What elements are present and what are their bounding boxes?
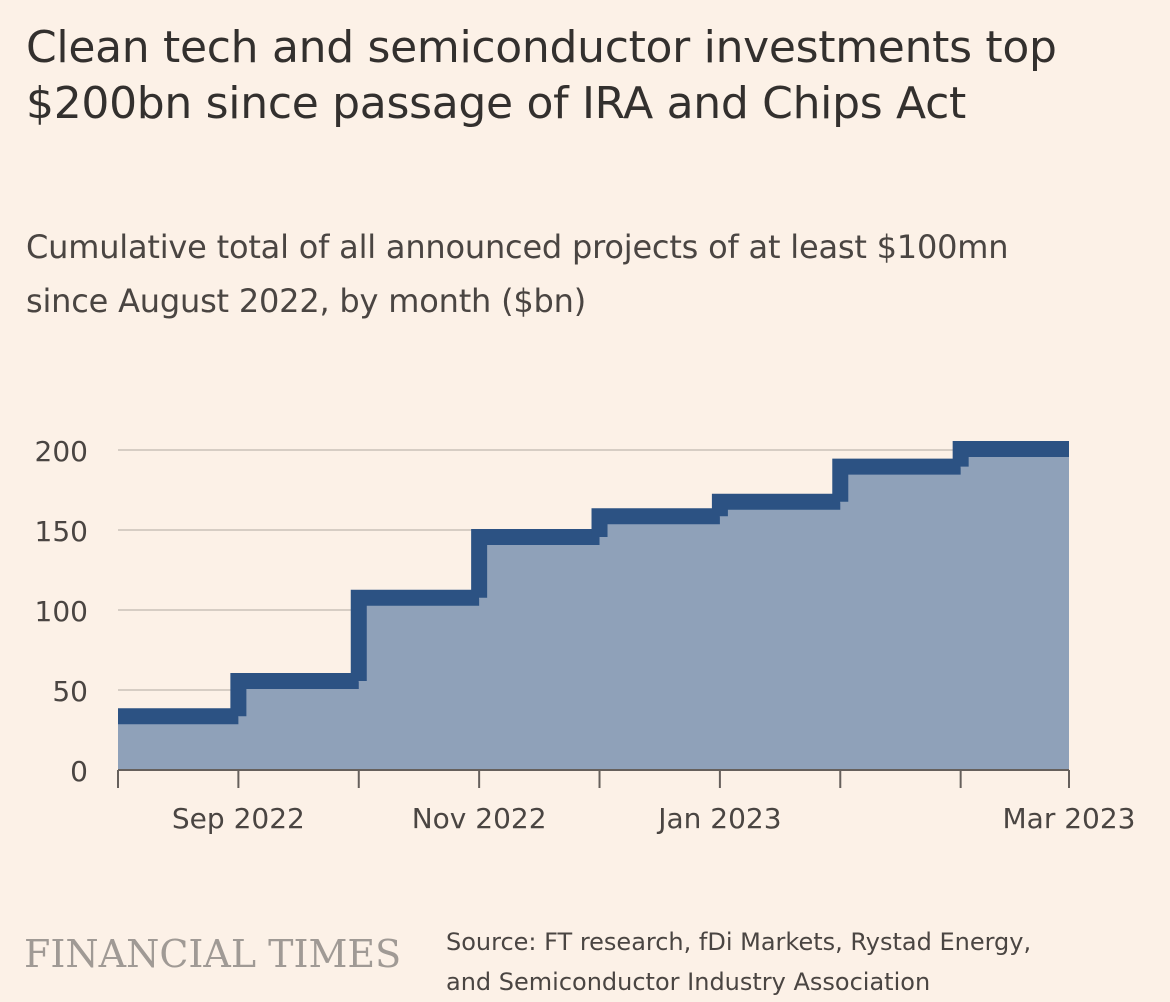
y-tick-label: 200 [35,435,88,468]
area-fill [118,450,1069,770]
step-dec-2022 [591,508,720,537]
subtitle-line-1: Cumulative total of all announced projec… [26,228,1009,266]
y-tick-label: 50 [52,675,88,708]
step-area-chart: 0 50 100 150 200 Sep 2022 Nov 2022 Jan 2023 Mar … [35,435,1136,835]
y-tick-label: 0 [70,755,88,788]
title-line-1: Clean tech and semiconductor investments… [26,22,1057,73]
x-tick-label: Sep 2022 [172,802,305,835]
x-tick-label: Jan 2023 [656,802,781,835]
ft-logo: FINANCIAL TIMES [24,932,402,976]
step-mar-2023 [952,441,1069,467]
step-feb-2023 [832,458,961,502]
step-nov-2022 [471,529,600,598]
y-tick-label: 100 [35,595,88,628]
title-line-2: $200bn since passage of IRA and Chips Ac… [26,78,966,129]
step-jan-2023 [711,493,841,517]
source-line-1: Source: FT research, fDi Markets, Rystad… [446,928,1032,956]
source-note: Source: FT research, fDi Markets, Rystad… [446,922,1166,1002]
y-tick-label: 150 [35,515,88,548]
subtitle-line-2: since August 2022, by month ($bn) [26,282,587,320]
chart-title: Clean tech and semiconductor investments… [26,20,1156,132]
step-oct-2022 [350,589,480,681]
x-tick-label: Mar 2023 [1003,802,1136,835]
step-sep-2022 [230,673,359,717]
source-line-2: and Semiconductor Industry Association [446,968,931,996]
chart-subtitle: Cumulative total of all announced projec… [26,220,1146,328]
x-tick-label: Nov 2022 [412,802,547,835]
